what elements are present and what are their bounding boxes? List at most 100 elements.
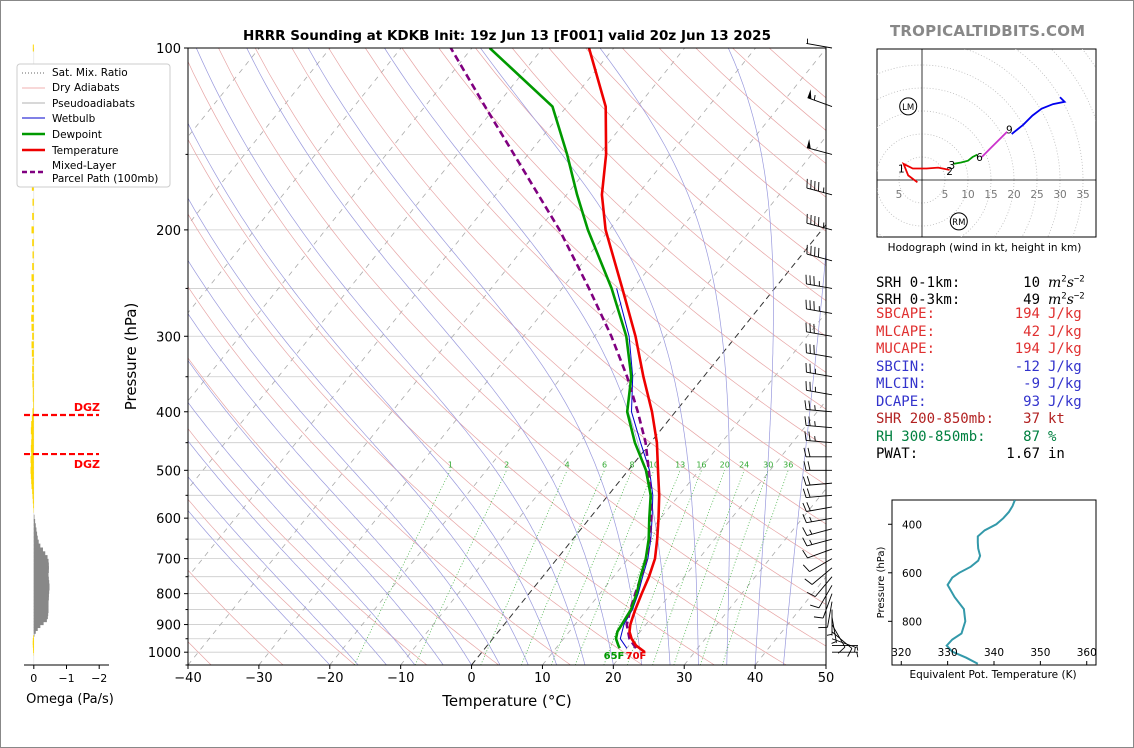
isotherm xyxy=(188,48,685,665)
omega-bar xyxy=(33,558,49,566)
moist-adiabat xyxy=(188,122,557,665)
moist-adiabat xyxy=(188,359,444,665)
barb-full xyxy=(803,461,807,471)
x-tick-label: 10 xyxy=(534,671,551,686)
moist-adiabat xyxy=(188,313,472,665)
stat-row: MLCIN: -9 J/kg xyxy=(876,376,1085,394)
omega-bar xyxy=(31,226,34,234)
omega-bar xyxy=(32,332,34,340)
x-tick-label: −20 xyxy=(316,671,343,686)
stat-label: MUCAPE: xyxy=(876,341,936,357)
barb-full xyxy=(802,488,807,498)
dry-adiabat xyxy=(438,48,826,410)
mixing-ratio-label: 8 xyxy=(629,460,634,469)
barb-full xyxy=(804,400,807,410)
hodograph-height-label: 1 xyxy=(898,164,905,176)
hodograph-height-label: 9 xyxy=(1006,124,1013,136)
stat-value: 194 xyxy=(1014,306,1040,322)
dry-adiabat xyxy=(401,48,826,448)
watermark: TROPICALTIDBITS.COM xyxy=(890,22,1086,40)
mixing-ratio-line xyxy=(353,470,451,665)
wind-barb xyxy=(805,362,833,378)
omega-bar xyxy=(33,401,34,409)
barb-full xyxy=(804,578,813,585)
mixing-ratio-label: 6 xyxy=(602,460,607,469)
theta-e-x-label: Equivalent Pot. Temperature (K) xyxy=(909,669,1076,681)
wind-barbs xyxy=(802,38,859,665)
barb-full xyxy=(806,502,811,511)
mixing-ratio-line xyxy=(550,470,633,665)
dry-adiabat xyxy=(511,48,826,337)
theta-e-y-label: Pressure (hPa) xyxy=(876,547,887,619)
hodograph-trace xyxy=(901,162,950,184)
wind-barb xyxy=(805,322,833,337)
stat-row: SBCAPE: 194 J/kg xyxy=(876,306,1085,324)
wind-barb xyxy=(802,537,833,547)
wind-barb xyxy=(806,178,833,196)
stat-unit: J/kg xyxy=(1048,341,1082,357)
omega-tick-label: −1 xyxy=(58,672,74,685)
dry-adiabat xyxy=(188,569,284,665)
x-tick-label: −40 xyxy=(174,671,201,686)
omega-bar xyxy=(33,527,37,535)
barb-half xyxy=(854,647,856,653)
barb-shaft xyxy=(806,147,833,155)
y-tick-label: 300 xyxy=(156,330,181,345)
omega-bar xyxy=(30,427,34,435)
barb-full xyxy=(802,564,810,572)
barb-shaft xyxy=(806,517,833,524)
barb-full xyxy=(804,431,807,441)
omega-bar xyxy=(33,629,35,637)
barb-shaft xyxy=(806,352,833,358)
barb-shaft xyxy=(806,253,833,262)
omega-bar xyxy=(32,44,34,52)
y-tick-label: 700 xyxy=(156,553,181,568)
isotherm xyxy=(188,48,331,226)
barb-full xyxy=(802,549,808,559)
dry-adiabat xyxy=(254,48,826,605)
barb-full xyxy=(806,591,816,598)
omega-bar xyxy=(32,373,34,381)
omega-bar xyxy=(31,482,34,490)
barb-half xyxy=(814,421,816,427)
stat-value: -12 xyxy=(1014,358,1040,375)
stat-row: MUCAPE: 194 J/kg xyxy=(876,341,1085,359)
theta-e-x-tick-label: 350 xyxy=(1030,647,1050,659)
stat-label: DCAPE: xyxy=(876,393,927,410)
barb-shaft xyxy=(809,558,833,572)
dry-adiabat xyxy=(548,48,826,302)
theta-e-x-tick-label: 340 xyxy=(984,647,1004,659)
omega-bar xyxy=(30,456,34,464)
barb-shaft xyxy=(806,409,833,413)
barb-flag xyxy=(806,138,811,149)
stat-value: 1.67 xyxy=(1006,446,1040,462)
x-tick-label: −30 xyxy=(245,671,272,686)
hodograph-storm-label: RM xyxy=(952,218,965,228)
omega-bar xyxy=(31,450,34,458)
hodograph-trace xyxy=(1011,96,1067,135)
wind-barb xyxy=(826,609,833,636)
dry-adiabat xyxy=(188,138,715,665)
barb-shaft xyxy=(831,617,837,643)
stat-row: MLCAPE: 42 J/kg xyxy=(876,324,1085,342)
omega-tick-label: 0 xyxy=(30,672,37,685)
dgz-label: DGZ xyxy=(74,458,100,471)
wind-barb xyxy=(807,89,833,107)
moist-adiabat xyxy=(188,509,331,665)
barb-full xyxy=(806,476,811,486)
y-tick-label: 400 xyxy=(156,406,181,421)
omega-bar xyxy=(31,314,34,322)
barb-flag xyxy=(807,89,812,100)
barb-shaft xyxy=(807,548,833,559)
mixing-ratio-line xyxy=(480,470,568,665)
hodograph-caption: Hodograph (wind in kt, height in km) xyxy=(888,242,1082,254)
legend-entry-parcel: Mixed-Layer Parcel Path (100mb) xyxy=(52,160,158,185)
barb-shaft xyxy=(806,187,833,196)
barb-full xyxy=(808,431,811,441)
omega-bar xyxy=(32,487,34,495)
moist-adiabat xyxy=(188,476,359,665)
legend-parcel-line: Parcel Path (100mb) xyxy=(52,173,158,185)
y-tick-label: 1000 xyxy=(148,646,181,661)
isotherm xyxy=(471,223,826,665)
stat-unit: J/kg xyxy=(1048,323,1082,340)
